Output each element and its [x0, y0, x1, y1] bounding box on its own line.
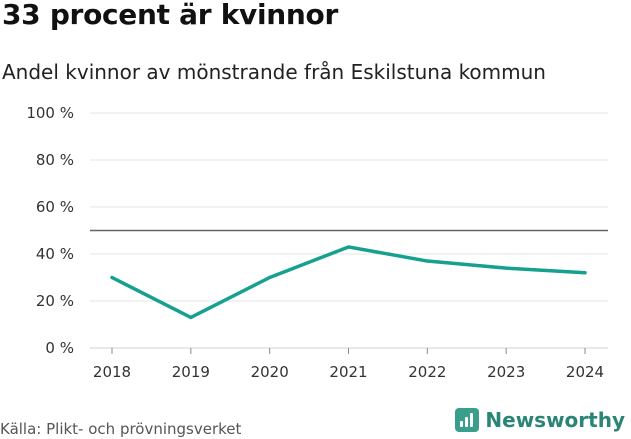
- data-point: [504, 266, 508, 270]
- grid-lines: [90, 112, 608, 349]
- y-tick-label: 80 %: [36, 151, 74, 169]
- y-tick-label: 20 %: [36, 292, 74, 310]
- x-tick-label: 2020: [251, 363, 289, 381]
- y-tick-label: 60 %: [36, 198, 74, 216]
- data-point: [110, 276, 114, 279]
- x-tick-label: 2021: [329, 363, 367, 381]
- x-tick-label: 2022: [408, 363, 446, 381]
- y-tick-label: 0 %: [45, 339, 74, 357]
- x-tick-label: 2019: [172, 363, 210, 381]
- newsworthy-logo-icon: [455, 408, 480, 432]
- y-tick-label: 100 %: [26, 104, 74, 122]
- line-chart: 0 % 20 % 40 % 60 % 80 % 100 % 2018 2019 2020 202…: [26, 104, 608, 381]
- x-axis: 2018 2019 2020 2021 2022 2023 2024: [93, 348, 604, 381]
- brand-name: Newsworthy: [485, 408, 625, 432]
- chart-subtitle: Andel kvinnor av mönstrande från Eskilst…: [2, 60, 546, 84]
- data-point: [425, 259, 429, 263]
- data-point: [583, 271, 587, 275]
- y-axis: 0 % 20 % 40 % 60 % 80 % 100 %: [26, 104, 74, 357]
- data-point: [268, 276, 272, 279]
- x-tick-label: 2024: [566, 363, 604, 381]
- chart-title: 33 procent är kvinnor: [2, 0, 338, 31]
- data-point: [347, 245, 350, 249]
- source-text: Källa: Plikt- och prövningsverket: [0, 420, 242, 438]
- y-tick-label: 40 %: [36, 245, 74, 263]
- x-tick-label: 2018: [93, 363, 131, 381]
- series: [110, 245, 587, 320]
- data-point: [189, 315, 193, 319]
- series-line: [110, 245, 587, 320]
- brand: Newsworthy: [455, 408, 625, 432]
- x-tick-label: 2023: [487, 363, 525, 381]
